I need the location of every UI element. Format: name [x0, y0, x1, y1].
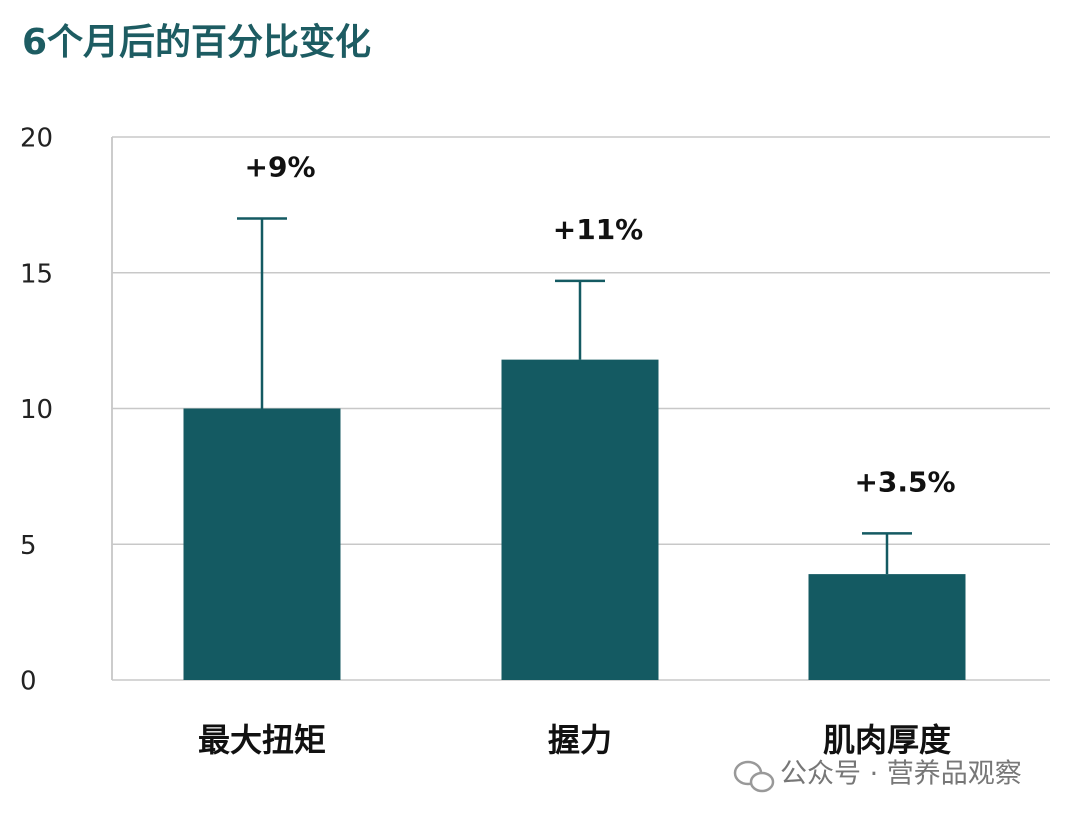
watermark-icon — [733, 760, 775, 793]
y-tick-label: 5 — [20, 531, 37, 561]
annotation: +9% — [245, 150, 316, 183]
y-tick-label: 10 — [20, 395, 53, 425]
bar — [808, 574, 966, 680]
annotation: +11% — [553, 213, 643, 246]
annotation: +3.5% — [854, 465, 955, 498]
x-tick-label: 最大扭矩 — [198, 721, 326, 759]
bar — [501, 359, 659, 680]
error-bar — [555, 279, 605, 360]
bar — [183, 408, 341, 680]
watermark: 公众号 · 营养品观察 — [780, 759, 1022, 790]
x-tick-label: 握力 — [548, 721, 612, 759]
error-bar — [862, 532, 912, 575]
x-tick-label: 肌肉厚度 — [823, 721, 951, 759]
y-tick-label: 20 — [20, 124, 53, 154]
y-tick-label: 15 — [20, 259, 53, 289]
error-bar — [237, 217, 287, 409]
chart-title: 6个月后的百分比变化 — [22, 21, 371, 63]
y-tick-label: 0 — [20, 667, 37, 697]
